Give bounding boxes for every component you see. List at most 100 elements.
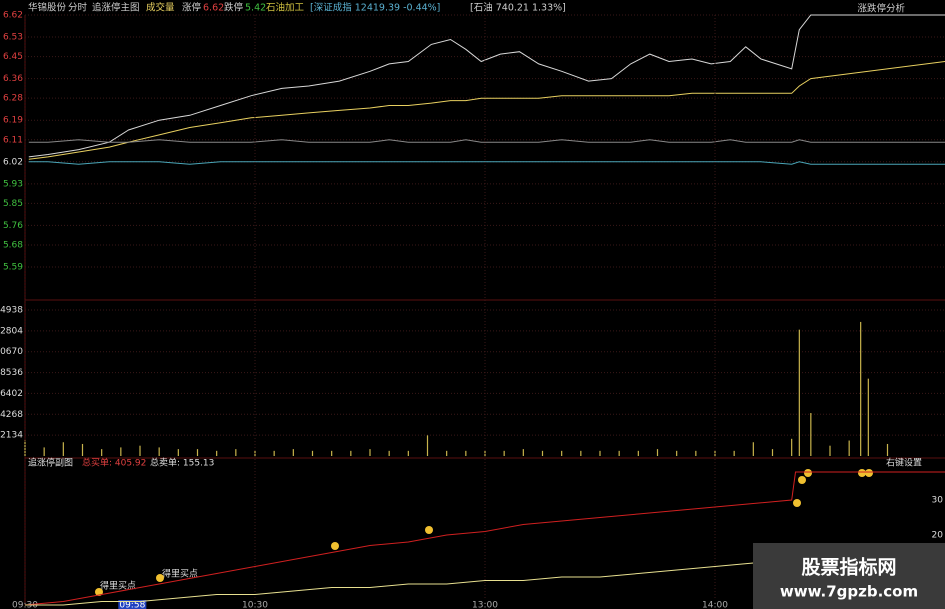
icon	[858, 469, 866, 477]
settings[interactable]: 右键设置	[886, 457, 922, 469]
y-tick-label: 5.93	[3, 179, 23, 189]
volume-bar	[350, 450, 352, 456]
volume-bar	[798, 329, 800, 456]
volume-bar	[656, 449, 659, 456]
y-tick-label: 30	[932, 496, 944, 506]
volume-bar	[522, 449, 524, 456]
volume-bar	[407, 450, 409, 456]
y-tick-label: 6.36	[3, 74, 23, 84]
watermark-box	[753, 543, 945, 609]
y-tick-label: 60670	[0, 347, 23, 357]
index2: [石油 740.21 1.33%]	[470, 2, 566, 14]
sub-title: 追涨停副图	[28, 457, 73, 469]
volume-bar	[752, 442, 754, 456]
y-tick-label: 5.76	[3, 221, 23, 231]
watermark-url: www.7gpzb.com	[780, 583, 918, 601]
y-tick-label: 6.28	[3, 94, 23, 104]
volume-bar	[216, 450, 218, 456]
x-tick-label: 10:30	[242, 601, 268, 609]
volume-bar	[196, 449, 199, 456]
series-line	[28, 61, 945, 160]
icon	[156, 574, 164, 582]
buy-total: 总买单: 405.92	[82, 457, 146, 469]
down-price: 5.42	[245, 3, 266, 14]
volume-bar	[426, 435, 429, 456]
volume-bar	[101, 449, 103, 456]
volume-bar	[676, 450, 678, 456]
series-line	[28, 161, 945, 165]
volume-bar	[292, 449, 294, 456]
volume-bar	[503, 450, 505, 456]
series-line	[28, 139, 945, 143]
volume-bar	[43, 447, 45, 456]
volume-bar	[733, 450, 735, 456]
stock-name: 华锦股份	[28, 2, 67, 14]
y-tick-label: 6.53	[3, 33, 23, 43]
volume-bar	[860, 321, 862, 456]
volume-bar	[791, 438, 793, 456]
annotation: 得里买点	[100, 580, 136, 592]
volume-bar	[331, 450, 333, 456]
series-line	[28, 14, 945, 158]
volume-bar	[24, 440, 26, 456]
y-tick-label: 36402	[0, 389, 23, 399]
volume-bar	[695, 450, 697, 456]
cursor-box	[118, 600, 147, 609]
icon	[331, 542, 339, 550]
volume-label: 成交量	[146, 2, 175, 14]
y-tick-label: 6.11	[3, 135, 23, 145]
volume-bar	[618, 450, 620, 456]
volume-bar	[599, 450, 601, 456]
icon	[425, 526, 433, 534]
mode: 分时	[68, 2, 88, 14]
y-tick-label: 20	[932, 531, 944, 541]
volume-bar	[810, 413, 812, 456]
signal-icons	[95, 469, 873, 596]
indicator-name: 追涨停主图	[92, 2, 140, 14]
index1: [深证成指 12419.39 -0.44%]	[310, 2, 440, 14]
annotation: 得里买点	[162, 568, 198, 580]
y-tick-label: 84938	[0, 306, 23, 316]
icon	[95, 588, 103, 596]
watermark: 股票指标网 www.7gpzb.com	[753, 543, 945, 609]
volume-bar	[139, 445, 141, 456]
volume-bar	[848, 440, 850, 456]
volume-bar	[311, 450, 314, 456]
y-tick-label: 5.68	[3, 240, 23, 250]
y-tick-label: 12134	[0, 431, 23, 441]
volume-bar	[465, 450, 467, 456]
watermark-title: 股票指标网	[801, 557, 896, 579]
volume-bar	[580, 450, 582, 456]
y-tick-label: 48536	[0, 368, 23, 378]
y-tick-label: 6.02	[3, 157, 23, 167]
volume-bar	[867, 378, 869, 456]
analysis-button[interactable]: 涨跌停分析	[857, 3, 905, 15]
series-line	[24, 471, 945, 606]
x-tick-label: 14:00	[702, 601, 728, 609]
volume-bar	[541, 450, 544, 456]
volume-bar	[62, 442, 64, 456]
down-label: 跌停	[224, 2, 244, 14]
volume-bar	[771, 449, 774, 456]
icon	[865, 469, 873, 477]
y-tick-label: 6.19	[3, 116, 23, 126]
volume-bar	[81, 443, 84, 456]
volume-bar	[637, 450, 639, 456]
x-tick-label: 13:00	[472, 601, 498, 609]
volume-bar	[158, 447, 160, 456]
volume-bar	[829, 445, 831, 456]
volume-bar	[177, 449, 179, 456]
y-tick-label: 5.85	[3, 199, 23, 209]
y-tick-label: 72804	[0, 326, 23, 336]
icon	[798, 476, 806, 484]
header: 华锦股份 分时 追涨停主图 成交量 涨停 6.62 跌停 5.42 石油加工 […	[28, 2, 905, 15]
sell-total: 总卖单: 155.13	[150, 457, 214, 469]
volume-bar	[446, 450, 448, 456]
y-tick-label: 6.45	[3, 52, 23, 62]
y-tick-label: 5.59	[3, 263, 23, 273]
volume-bar	[561, 450, 563, 456]
y-tick-label: 6.62	[3, 11, 23, 21]
